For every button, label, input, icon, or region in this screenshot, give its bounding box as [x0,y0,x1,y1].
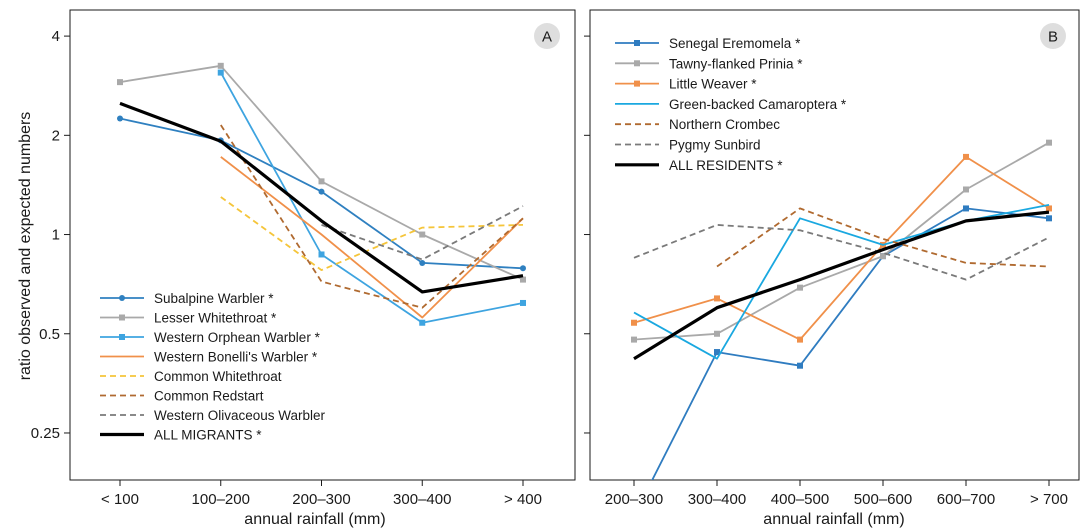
panel-b: 200–300 300–400 400–500 500–600 600–700 > 700… [584,9,1080,508]
legend-marker [634,60,640,67]
y-tick-label: 4 [52,28,60,45]
panel-b-x-axis-title: annual rainfall (mm) [763,511,904,528]
plot-frame [69,9,576,481]
series-line [716,207,1050,268]
legend-label: Western Orphean Warbler * [154,330,321,345]
series-line [633,156,1050,341]
legend-marker [119,295,125,301]
series-line [220,196,524,271]
series-point [419,319,426,326]
panel-a-x-axis-title: annual rainfall (mm) [244,511,385,528]
x-tick-label: > 700 [1030,491,1068,508]
series-point [714,295,720,302]
legend-label: Western Bonelli's Warbler * [154,350,318,365]
x-tick-label: 200–300 [292,491,350,508]
legend-label: Western Olivaceous Warbler [154,408,326,423]
series-point [631,319,637,326]
series-point [631,336,637,343]
y-axis-title: ratio observed and expected numbers [17,112,34,381]
series-line [633,210,1050,361]
legend-label: Common Whitethroat [154,369,282,384]
series-point [963,186,969,193]
series-point [797,284,803,291]
series-line [633,141,1050,341]
series-point [217,62,224,69]
series-point [714,349,720,356]
series-point [217,69,224,76]
y-tick-label: 1 [52,227,60,244]
series-point [714,330,720,337]
series-point [318,251,325,258]
legend-marker [634,40,640,46]
series-point [117,115,123,122]
legend-label: Tawny-flanked Prinia * [669,56,803,71]
panel-tag-label: A [542,29,552,46]
y-tick-label: 0.25 [31,425,60,442]
series-point [419,231,426,238]
series-line [651,207,1050,480]
plot-frame [589,9,1080,481]
legend-label: Green-backed Camaroptera * [669,97,847,112]
series-line [220,72,524,324]
legend-label: Lesser Whitethroat * [154,311,277,326]
series-line [119,64,524,281]
panel-tag-badge [534,23,560,49]
legend-label: Senegal Eremomela * [669,36,801,51]
x-tick-label: 300–400 [688,491,746,508]
x-tick-label: 400–500 [771,491,829,508]
series-line [220,156,524,319]
series-line [119,101,524,294]
legend-marker [119,334,125,340]
x-tick-label: < 100 [101,491,139,508]
legend-label: Subalpine Warbler * [154,291,274,306]
panel-tag-badge [1040,23,1066,49]
series-point [797,362,803,369]
legend-label: Common Redstart [154,389,264,404]
series-point [797,336,803,343]
series-point [520,276,526,283]
series-point [963,153,969,160]
series-line [220,124,524,309]
legend-label: Pygmy Sunbird [669,138,761,153]
y-tick-label: 0.5 [39,326,60,343]
legend-label: Northern Crombec [669,117,780,132]
series-point [520,299,526,306]
legend-label: ALL RESIDENTS * [669,158,783,173]
series-point [880,253,886,260]
series-point [1046,205,1052,212]
series-point [318,178,325,185]
legend-marker [119,314,125,321]
series-point [1046,215,1052,222]
x-tick-label: 100–200 [192,491,250,508]
legend-marker [634,80,640,87]
series-line [633,224,1050,281]
series-point [318,188,325,195]
x-tick-label: > 400 [504,491,542,508]
y-tick-label: 2 [52,127,60,144]
series-point [117,79,123,86]
legend-label: Little Weaver * [669,77,757,92]
x-tick-label: 200–300 [605,491,663,508]
series-line [321,205,524,261]
series-point [1046,139,1052,146]
series-point [419,259,426,266]
x-tick-label: 600–700 [937,491,995,508]
series-point [520,265,526,272]
series-point [963,205,969,212]
panel-tag-label: B [1048,29,1058,46]
panel-a: 4 2 1 0.5 0.25 < 100 100–200 200–300 300–400 > 40… [31,9,576,508]
x-tick-label: 500–600 [854,491,912,508]
legend-label: ALL MIGRANTS * [154,428,262,443]
x-tick-label: 300–400 [393,491,451,508]
